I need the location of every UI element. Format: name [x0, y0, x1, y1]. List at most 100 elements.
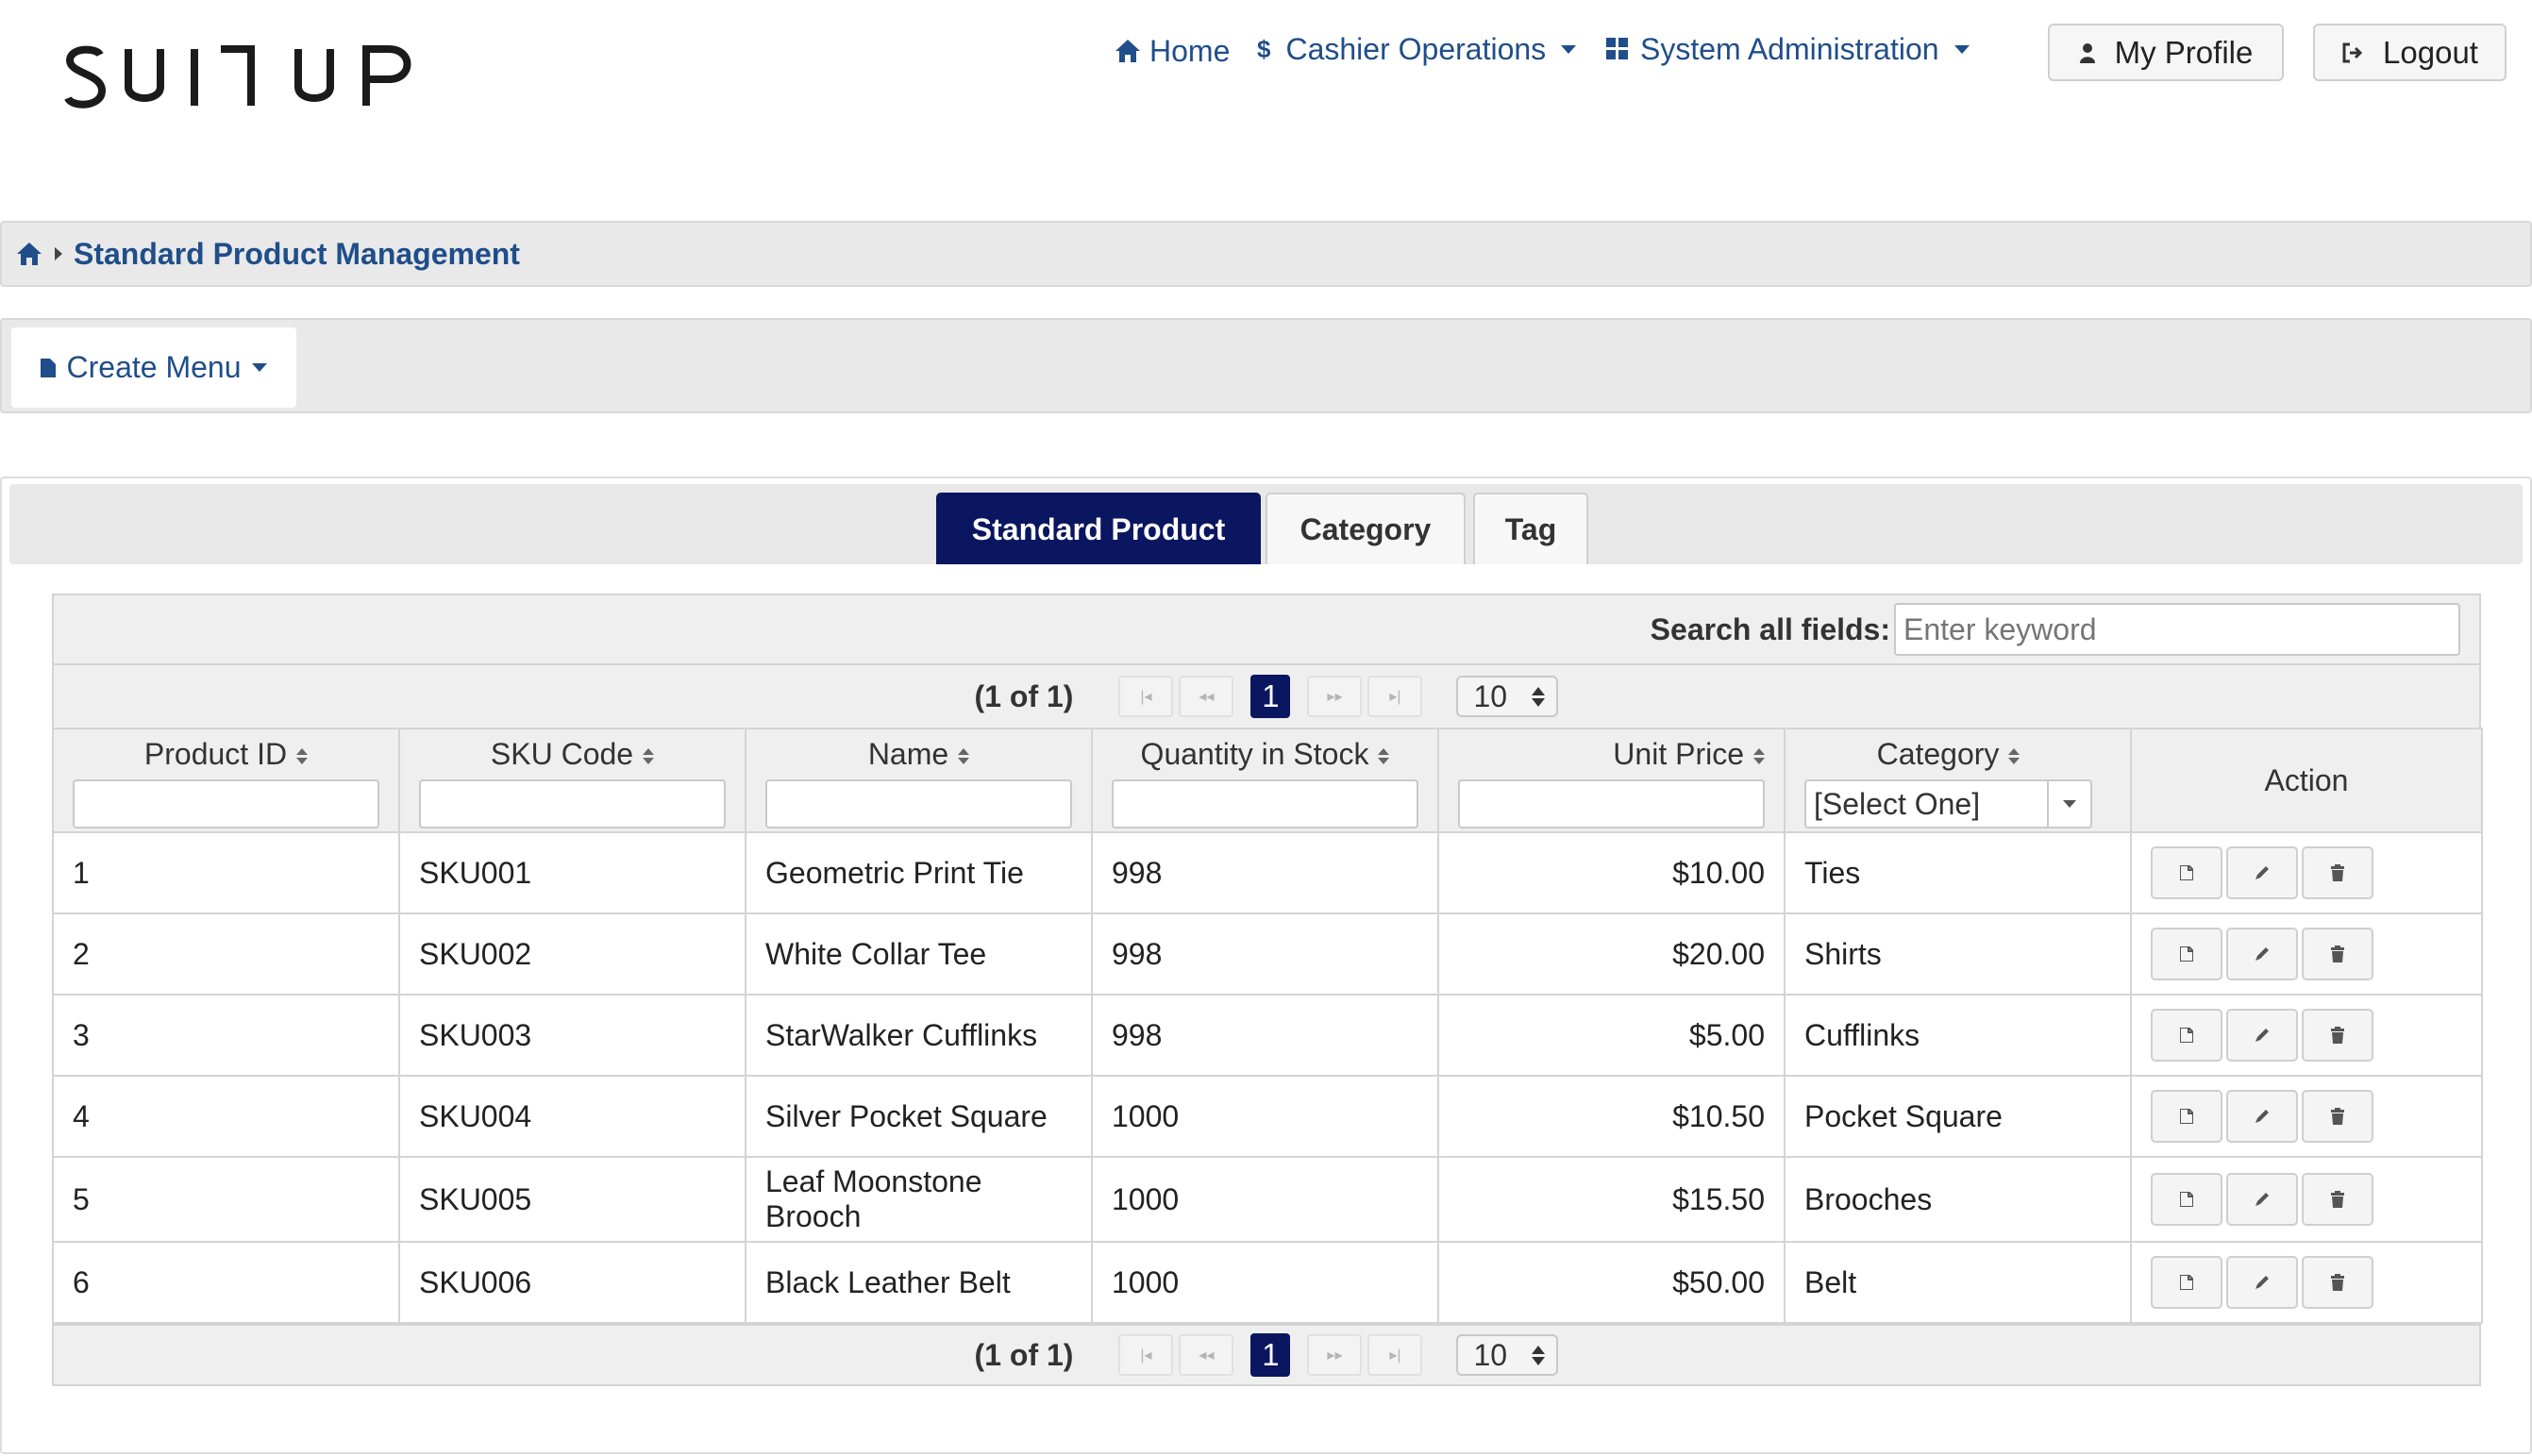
view-button[interactable]: [2151, 1009, 2222, 1062]
view-button[interactable]: [2151, 1090, 2222, 1143]
nav-cashier-operations[interactable]: $ Cashier Operations: [1257, 30, 1577, 68]
tab-category[interactable]: Category: [1266, 493, 1466, 564]
rows-per-page-select[interactable]: 10: [1456, 1334, 1559, 1376]
name-cell: Silver Pocket Square: [745, 1075, 1093, 1158]
sign-out-icon: [2342, 42, 2363, 62]
column-header-category[interactable]: Category [Select One]: [1784, 728, 2132, 833]
chevron-down-icon: [252, 363, 268, 372]
rows-per-page-select[interactable]: 10: [1456, 676, 1559, 717]
row-actions: [2151, 846, 2462, 899]
edit-button[interactable]: [2226, 1256, 2298, 1309]
unit-price-cell: $20.00: [1437, 912, 1786, 996]
last-page-icon: ▸|: [1389, 689, 1401, 705]
category-filter-select[interactable]: [Select One]: [1804, 779, 2092, 828]
edit-button[interactable]: [2226, 1173, 2298, 1226]
table-row: 1 SKU001 Geometric Print Tie 998 $10.00 Ties: [52, 831, 2483, 914]
create-menu-button[interactable]: Create Menu: [11, 327, 296, 408]
delete-button[interactable]: [2302, 1009, 2373, 1062]
name-cell: StarWalker Cufflinks: [745, 994, 1093, 1077]
row-actions: [2151, 1009, 2462, 1062]
tab-tag[interactable]: Tag: [1473, 493, 1588, 564]
search-label: Search all fields:: [1650, 611, 1890, 646]
edit-button[interactable]: [2226, 1009, 2298, 1062]
product-id-cell: 1: [52, 831, 400, 914]
sku-code-cell: SKU001: [398, 831, 746, 914]
prev-page-button[interactable]: ◂◂: [1179, 1334, 1234, 1376]
sku-code-filter[interactable]: [419, 779, 726, 828]
prev-page-icon: ◂◂: [1199, 1347, 1215, 1364]
delete-button[interactable]: [2302, 1173, 2373, 1226]
view-icon: [2180, 865, 2193, 880]
logout-button[interactable]: Logout: [2313, 24, 2507, 81]
edit-button[interactable]: [2226, 928, 2298, 980]
nav-system-administration[interactable]: System Administration: [1606, 30, 1970, 68]
view-button[interactable]: [2151, 1173, 2222, 1226]
delete-button[interactable]: [2302, 1090, 2373, 1143]
table-row: 5 SKU005 Leaf Moonstone Brooch 1000 $15.50 Br…: [52, 1156, 2483, 1243]
page-status: (1 of 1): [974, 678, 1074, 713]
home-icon[interactable]: [15, 241, 43, 267]
next-page-button[interactable]: ▸▸: [1307, 676, 1363, 717]
breadcrumb-current[interactable]: Standard Product Management: [74, 236, 520, 271]
my-profile-button[interactable]: My Profile: [2048, 24, 2284, 81]
table-row: 6 SKU006 Black Leather Belt 1000 $50.00 Belt: [52, 1241, 2483, 1324]
search-input[interactable]: [1894, 603, 2460, 656]
last-page-button[interactable]: ▸|: [1367, 676, 1423, 717]
action-cell: [2130, 912, 2483, 996]
column-header-name[interactable]: Name: [745, 728, 1093, 833]
product-id-cell: 4: [52, 1075, 400, 1158]
name-cell: Black Leather Belt: [745, 1241, 1093, 1324]
view-icon: [2180, 946, 2193, 962]
app-logo[interactable]: [62, 42, 430, 117]
action-cell: [2130, 1075, 2483, 1158]
delete-icon: [2331, 864, 2344, 881]
view-button[interactable]: [2151, 928, 2222, 980]
page-number-1[interactable]: 1: [1250, 675, 1291, 718]
sort-icon: [2008, 748, 2021, 765]
table-row: 3 SKU003 StarWalker Cufflinks 998 $5.00 Cuffl…: [52, 994, 2483, 1077]
prev-page-button[interactable]: ◂◂: [1179, 676, 1234, 717]
view-button[interactable]: [2151, 846, 2222, 899]
column-header-unit-price[interactable]: Unit Price: [1437, 728, 1786, 833]
column-header-action: Action: [2130, 728, 2483, 833]
last-page-button[interactable]: ▸|: [1367, 1334, 1423, 1376]
quantity-filter[interactable]: [1112, 779, 1418, 828]
first-page-button[interactable]: |◂: [1118, 1334, 1174, 1376]
sort-icon: [296, 748, 309, 765]
name-filter[interactable]: [765, 779, 1072, 828]
name-cell: Geometric Print Tie: [745, 831, 1093, 914]
product-id-filter[interactable]: [73, 779, 379, 828]
quantity-cell: 998: [1091, 994, 1439, 1077]
action-cell: [2130, 831, 2483, 914]
edit-button[interactable]: [2226, 1090, 2298, 1143]
category-cell: Cufflinks: [1784, 994, 2132, 1077]
chevron-right-icon: [55, 247, 62, 260]
delete-button[interactable]: [2302, 1256, 2373, 1309]
delete-button[interactable]: [2302, 928, 2373, 980]
tab-label: Category: [1300, 511, 1432, 546]
page-number-1[interactable]: 1: [1250, 1333, 1291, 1377]
spinner-icon: [1532, 686, 1546, 707]
quantity-cell: 998: [1091, 831, 1439, 914]
nav-home[interactable]: Home: [1114, 32, 1230, 70]
suitup-logo: [64, 45, 411, 109]
first-page-button[interactable]: |◂: [1118, 676, 1174, 717]
quantity-cell: 1000: [1091, 1241, 1439, 1324]
view-button[interactable]: [2151, 1256, 2222, 1309]
table-row: 2 SKU002 White Collar Tee 998 $20.00 Shirts: [52, 912, 2483, 996]
row-actions: [2151, 928, 2462, 980]
unit-price-filter[interactable]: [1458, 779, 1765, 828]
column-header-quantity[interactable]: Quantity in Stock: [1091, 728, 1439, 833]
tab-standard-product[interactable]: Standard Product: [936, 493, 1261, 564]
chevron-down-icon: [2047, 781, 2090, 827]
column-title: Quantity in Stock: [1140, 737, 1369, 771]
delete-button[interactable]: [2302, 846, 2373, 899]
edit-button[interactable]: [2226, 846, 2298, 899]
column-header-sku-code[interactable]: SKU Code: [398, 728, 746, 833]
next-page-button[interactable]: ▸▸: [1307, 1334, 1363, 1376]
data-table: Search all fields: (1 of 1) |◂ ◂◂ 1 ▸▸ ▸…: [52, 594, 2483, 1386]
column-header-product-id[interactable]: Product ID: [52, 728, 400, 833]
action-cell: [2130, 994, 2483, 1077]
delete-icon: [2331, 1108, 2344, 1125]
category-cell: Belt: [1784, 1241, 2132, 1324]
